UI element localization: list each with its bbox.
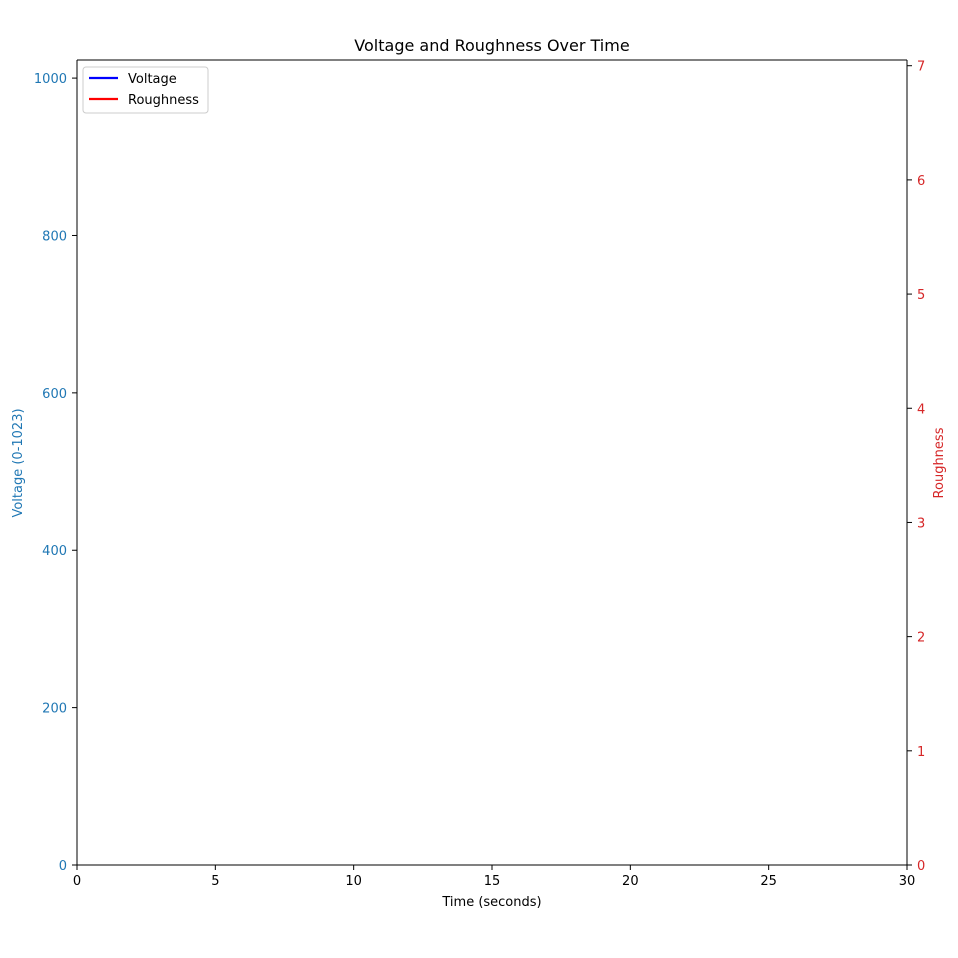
legend: Voltage Roughness [82,66,209,114]
x-tick-label: 0 [73,874,81,889]
x-tick-label: 5 [211,874,219,889]
x-axis-label: Time (seconds) [441,895,541,910]
y-right-tick-label: 4 [917,402,925,417]
y-right-tick-label: 7 [917,60,925,75]
y-right-ticks: 0 1 2 3 4 5 6 7 [907,60,925,874]
y-right-tick-label: 1 [917,745,925,760]
x-ticks: 0 5 10 15 20 25 30 [73,865,915,889]
y-right-tick-label: 3 [917,516,925,531]
plot-frame [77,60,907,865]
y-right-axis-label: Roughness [932,427,947,498]
y-left-ticks: 0 200 400 600 800 1000 [34,72,77,874]
legend-label-voltage: Voltage [128,72,177,87]
y-left-tick-label: 400 [42,544,67,559]
x-tick-label: 30 [899,874,916,889]
y-right-tick-label: 0 [917,859,925,874]
y-right-tick-label: 6 [917,174,925,189]
y-left-tick-label: 600 [42,387,67,402]
chart-title: Voltage and Roughness Over Time [354,36,629,55]
x-tick-label: 20 [622,874,639,889]
y-left-tick-label: 1000 [34,72,67,87]
x-tick-label: 10 [345,874,362,889]
x-tick-label: 25 [760,874,777,889]
y-left-tick-label: 800 [42,229,67,244]
x-tick-label: 15 [484,874,501,889]
y-right-tick-label: 5 [917,288,925,303]
y-left-axis-label: Voltage (0-1023) [11,408,26,517]
y-left-tick-label: 0 [59,859,67,874]
plot-area [76,59,908,866]
y-right-tick-label: 2 [917,631,925,646]
legend-label-roughness: Roughness [128,93,199,108]
y-left-tick-label: 200 [42,702,67,717]
